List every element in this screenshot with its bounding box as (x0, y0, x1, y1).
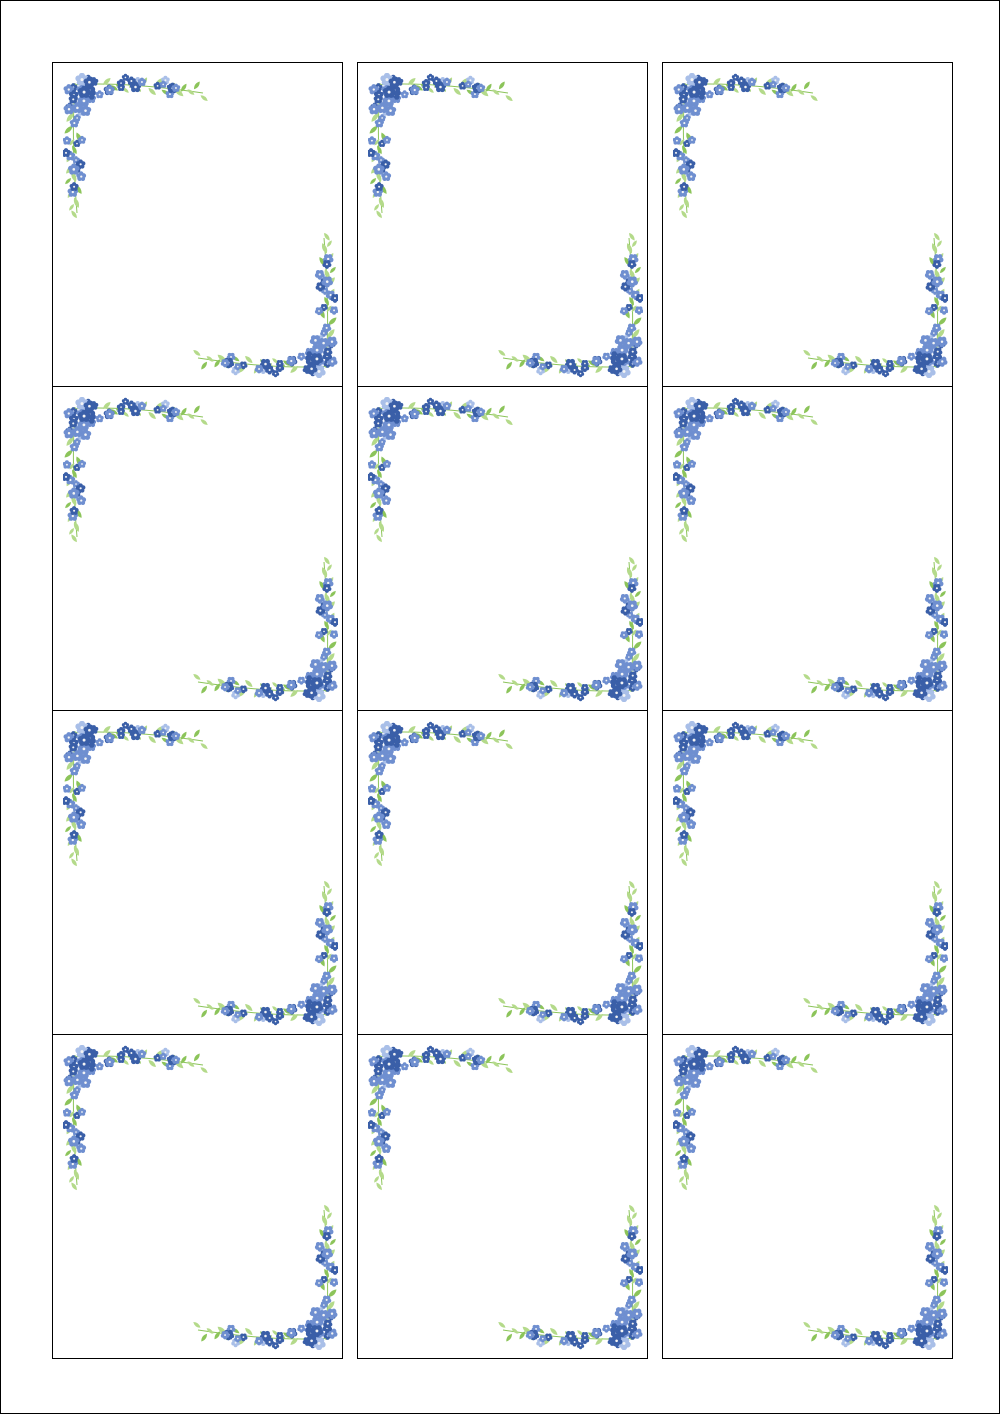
label-card (357, 386, 648, 711)
label-card (662, 386, 953, 711)
floral-corner-icon (798, 1200, 948, 1350)
floral-corner-icon (188, 876, 338, 1026)
floral-corner-icon (673, 1045, 823, 1195)
floral-corner-icon (63, 73, 213, 223)
floral-corner-icon (493, 228, 643, 378)
floral-corner-icon (493, 552, 643, 702)
label-card (357, 1034, 648, 1359)
floral-corner-icon (493, 1200, 643, 1350)
floral-corner-icon (673, 73, 823, 223)
floral-corner-icon (798, 552, 948, 702)
floral-corner-icon (673, 397, 823, 547)
label-card (52, 710, 343, 1035)
label-card (662, 62, 953, 387)
floral-corner-icon (188, 552, 338, 702)
label-card (52, 1034, 343, 1359)
floral-corner-icon (673, 721, 823, 871)
label-card (662, 710, 953, 1035)
floral-corner-icon (368, 397, 518, 547)
floral-corner-icon (798, 228, 948, 378)
floral-corner-icon (368, 721, 518, 871)
label-grid (52, 62, 955, 1360)
label-card (357, 62, 648, 387)
floral-corner-icon (368, 73, 518, 223)
label-card (662, 1034, 953, 1359)
floral-corner-icon (63, 721, 213, 871)
label-card (52, 386, 343, 711)
floral-corner-icon (188, 228, 338, 378)
floral-corner-icon (798, 876, 948, 1026)
floral-corner-icon (63, 397, 213, 547)
floral-corner-icon (493, 876, 643, 1026)
label-card (357, 710, 648, 1035)
floral-corner-icon (188, 1200, 338, 1350)
floral-corner-icon (63, 1045, 213, 1195)
floral-corner-icon (368, 1045, 518, 1195)
label-card (52, 62, 343, 387)
